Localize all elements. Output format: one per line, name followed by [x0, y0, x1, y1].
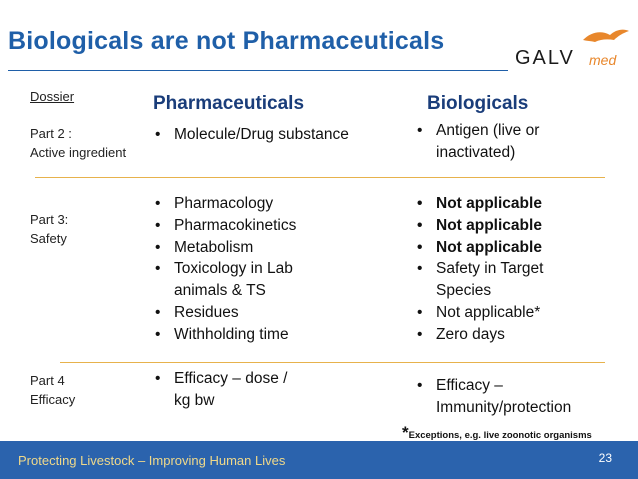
- bio-list-part2: Antigen (live or inactivated): [415, 120, 595, 164]
- logo-text-sub: med: [589, 52, 617, 68]
- column-header-biologicals: Biologicals: [427, 93, 529, 114]
- row-label-part3-line1: Part 3:: [30, 212, 69, 227]
- footnote: *Exceptions, e.g. live zoonotic organism…: [402, 423, 592, 443]
- list-item: Efficacy – dose / kg bw: [153, 368, 293, 412]
- list-item: Pharmacology: [153, 193, 353, 215]
- list-item: Zero days: [415, 324, 590, 346]
- row-label-part2-line1: Part 2 :: [30, 126, 72, 141]
- footer-bar: Protecting Livestock – Improving Human L…: [0, 441, 638, 479]
- footnote-text: Exceptions, e.g. live zoonotic organisms: [408, 430, 592, 441]
- list-item: Molecule/Drug substance: [153, 124, 398, 146]
- pharma-list-part3: Pharmacology Pharmacokinetics Metabolism…: [153, 193, 353, 346]
- dossier-label: Dossier: [30, 89, 75, 104]
- row-divider: [35, 177, 605, 178]
- list-item: Efficacy – Immunity/protection: [415, 375, 586, 419]
- page-number: 23: [598, 451, 612, 465]
- pharma-list-part4: Efficacy – dose / kg bw: [153, 368, 293, 412]
- bird-logo-icon: GALV med: [515, 29, 629, 69]
- list-item: Not applicable*: [415, 302, 590, 324]
- bio-list-part4: Efficacy – Immunity/protection: [415, 375, 600, 419]
- list-item: Residues: [153, 302, 353, 324]
- list-item: Withholding time: [153, 324, 353, 346]
- column-header-pharmaceuticals: Pharmaceuticals: [153, 93, 305, 114]
- list-item: Pharmacokinetics: [153, 215, 353, 237]
- row-divider: [60, 362, 605, 363]
- list-item: Not applicable: [415, 215, 590, 237]
- row-label-part4-line2: Efficacy: [30, 392, 76, 407]
- pharma-list-part2: Molecule/Drug substance: [153, 124, 398, 146]
- row-label-part4-line1: Part 4: [30, 373, 65, 388]
- title-underline: [8, 70, 508, 71]
- slide-title: Biologicals are not Pharmaceuticals: [8, 27, 445, 55]
- footer-tagline: Protecting Livestock – Improving Human L…: [18, 453, 286, 468]
- row-label-part3-line2: Safety: [30, 231, 67, 246]
- bio-list-part3: Not applicable Not applicable Not applic…: [415, 193, 590, 346]
- list-item: Not applicable: [415, 193, 590, 215]
- list-item: Toxicology in Lab animals & TS: [153, 258, 334, 302]
- galvmed-logo: GALV med: [513, 26, 631, 72]
- list-item: Safety in Target Species: [415, 258, 566, 302]
- list-item: Metabolism: [153, 237, 353, 259]
- row-label-part2: Part 2 : Active ingredient: [30, 124, 126, 162]
- list-item: Not applicable: [415, 237, 590, 259]
- row-label-part4: Part 4 Efficacy: [30, 371, 75, 409]
- logo-text-main: GALV: [515, 47, 575, 69]
- list-item: Antigen (live or inactivated): [415, 120, 595, 164]
- footnote-marker: *: [402, 423, 409, 442]
- row-label-part2-line2: Active ingredient: [30, 145, 127, 160]
- row-label-part3: Part 3: Safety: [30, 210, 68, 248]
